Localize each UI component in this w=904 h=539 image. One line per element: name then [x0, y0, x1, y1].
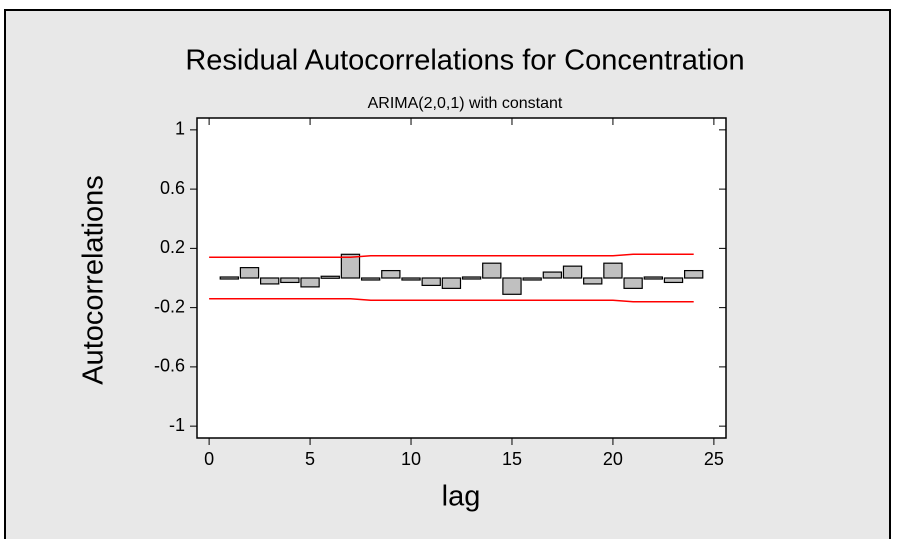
x-tick-label: 0	[204, 449, 214, 469]
bar	[260, 277, 280, 285]
bar	[482, 262, 502, 279]
x-tick-label: 25	[704, 449, 724, 469]
y-tick-label: 0.6	[160, 178, 185, 198]
confidence-limit	[209, 297, 694, 303]
y-axis-label: Autocorrelations	[78, 175, 110, 385]
bar	[441, 277, 462, 289]
bar	[522, 277, 542, 281]
bar	[239, 267, 260, 279]
bar	[300, 277, 320, 288]
bar	[502, 277, 522, 295]
bar	[219, 276, 239, 280]
y-tick-label: 1	[175, 119, 185, 139]
bar	[542, 271, 563, 279]
y-tick-label: -0.2	[154, 296, 185, 316]
y-tick-label: -1	[169, 415, 185, 435]
y-tick-label: 0.2	[160, 237, 185, 257]
bar	[381, 269, 401, 279]
bar	[643, 276, 663, 280]
bar	[461, 276, 482, 280]
bar	[623, 277, 643, 289]
bar	[684, 269, 704, 279]
x-tick-label: 10	[401, 449, 421, 469]
bar	[603, 262, 623, 279]
bar	[583, 277, 603, 285]
y-tick-label: -0.6	[154, 356, 185, 376]
bar	[401, 277, 421, 281]
x-tick-label: 15	[502, 449, 522, 469]
x-axis-label: lag	[442, 481, 481, 513]
x-tick-label: 20	[603, 449, 623, 469]
x-tick-label: 5	[305, 449, 315, 469]
chart-title: Residual Autocorrelations for Concentrat…	[185, 45, 744, 77]
bar	[360, 277, 381, 281]
bar	[663, 277, 684, 284]
bar	[562, 265, 583, 279]
bar	[280, 277, 300, 284]
bar	[340, 253, 361, 279]
confidence-limit	[209, 253, 694, 259]
bar	[320, 275, 340, 279]
bar	[421, 277, 441, 287]
chart-subtitle: ARIMA(2,0,1) with constant	[368, 95, 563, 112]
